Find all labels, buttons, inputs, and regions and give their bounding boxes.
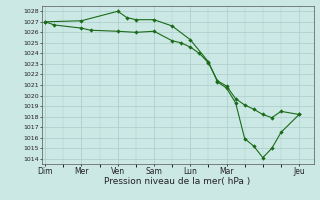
X-axis label: Pression niveau de la mer( hPa ): Pression niveau de la mer( hPa ) bbox=[104, 177, 251, 186]
